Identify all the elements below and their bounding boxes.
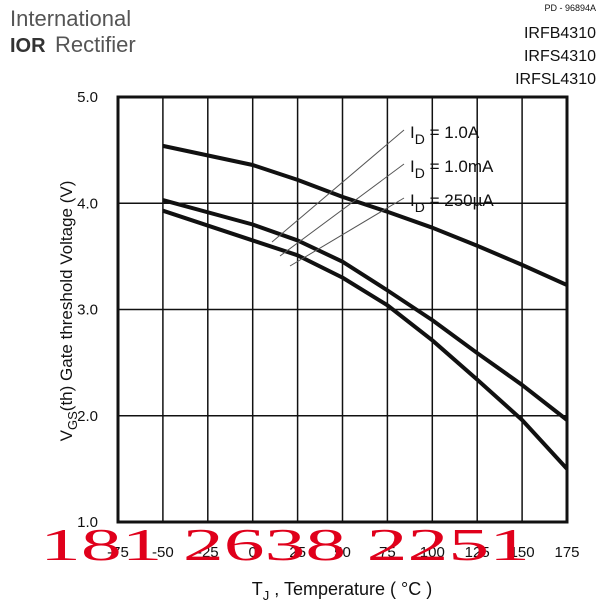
- y-tick-label: 4.0: [77, 195, 98, 212]
- label-rest: = 1.0A: [425, 123, 480, 142]
- y-label-rest: (th) Gate threshold Voltage (V): [57, 181, 76, 412]
- y-label-main: V: [57, 429, 76, 441]
- y-label-sub: GS: [65, 411, 80, 430]
- x-axis-label: TJ , Temperature ( °C ): [252, 579, 432, 603]
- y-tick-label: 5.0: [77, 89, 98, 106]
- label-main: I: [410, 123, 415, 142]
- x-tick-label: 0: [249, 544, 257, 561]
- x-label-sub: J: [263, 588, 270, 603]
- watermark: 181 2638 2251: [40, 519, 530, 570]
- part-number: IRFB4310: [524, 25, 596, 42]
- x-tick-label: -50: [152, 544, 174, 561]
- series-line: [162, 208, 569, 471]
- company-name: Rectifier: [55, 32, 136, 57]
- logo: IOR: [10, 35, 46, 57]
- series-label: ID = 1.0mA: [410, 157, 494, 181]
- part-number: IRFS4310: [524, 48, 596, 65]
- part-number: IRFSL4310: [515, 71, 596, 88]
- label-rest: = 250µA: [425, 191, 495, 210]
- label-sub: D: [415, 199, 425, 215]
- label-sub: D: [415, 165, 425, 181]
- y-axis-label: VGS(th) Gate threshold Voltage (V): [57, 181, 80, 442]
- leader-line: [279, 163, 405, 257]
- label-sub: D: [415, 131, 425, 147]
- y-tick-label: 2.0: [77, 408, 98, 425]
- plot-border: [116, 95, 569, 524]
- x-tick-label: 175: [554, 544, 579, 561]
- y-tick-label: 1.0: [77, 514, 98, 531]
- x-tick-label: 125: [465, 544, 490, 561]
- series-label: ID = 1.0A: [410, 123, 480, 147]
- leader-line: [271, 129, 405, 243]
- x-tick-label: -25: [197, 544, 219, 561]
- x-label-rest: , Temperature ( °C ): [269, 579, 432, 599]
- leader-line: [289, 197, 405, 267]
- company-name: International: [10, 6, 131, 31]
- x-tick-label: 50: [334, 544, 351, 561]
- y-tick-label: 3.0: [77, 302, 98, 319]
- label-main: I: [410, 157, 415, 176]
- label-rest: = 1.0mA: [425, 157, 494, 176]
- x-tick-label: -75: [107, 544, 129, 561]
- x-tick-label: 75: [379, 544, 396, 561]
- series-line: [162, 143, 568, 287]
- series-line: [162, 198, 569, 422]
- doc-number: PD - 96894A: [544, 3, 596, 13]
- series-label: ID = 250µA: [410, 191, 494, 215]
- x-tick-label: 150: [510, 544, 535, 561]
- x-label-main: T: [252, 579, 263, 599]
- x-tick-label: 25: [289, 544, 306, 561]
- x-tick-label: 100: [420, 544, 445, 561]
- label-main: I: [410, 191, 415, 210]
